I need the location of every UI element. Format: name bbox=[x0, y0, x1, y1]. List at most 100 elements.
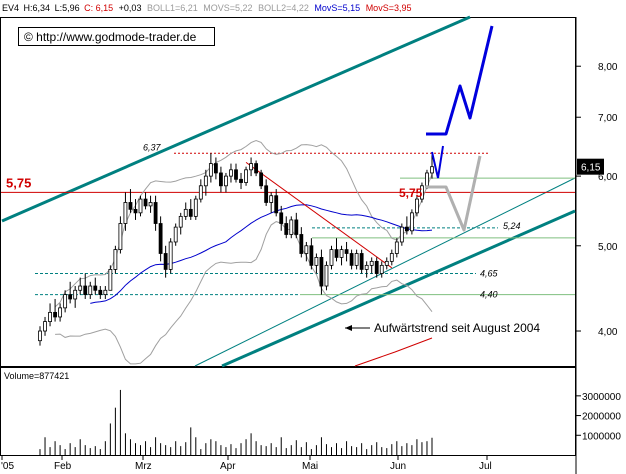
watermark-box bbox=[18, 27, 215, 46]
x-tick-label: Feb bbox=[54, 461, 72, 472]
candle-body bbox=[274, 195, 279, 214]
candle-body bbox=[138, 198, 143, 214]
candle-body bbox=[420, 185, 424, 200]
candle-body bbox=[329, 249, 334, 266]
candle-body bbox=[249, 163, 253, 171]
candle-body bbox=[98, 289, 103, 296]
candle-body bbox=[113, 249, 118, 270]
candle-body bbox=[83, 285, 88, 296]
candle-body bbox=[188, 208, 193, 217]
x-tick-label: '05 bbox=[1, 461, 14, 472]
candle-body bbox=[374, 260, 379, 274]
candle-body bbox=[279, 212, 284, 224]
volume-bars bbox=[39, 389, 433, 455]
candle-body bbox=[304, 245, 309, 254]
candle-body bbox=[369, 260, 374, 266]
candle-body bbox=[334, 249, 339, 258]
candle-body bbox=[128, 202, 133, 210]
x-tick-label: Jul bbox=[479, 461, 492, 472]
candle-body bbox=[354, 253, 359, 266]
candle-body bbox=[394, 241, 399, 254]
annotations: 5,75 6,37 5,24 4,65 4,40 5,75 Aufwärtstrend se… bbox=[6, 142, 540, 335]
inner-trend-line bbox=[194, 177, 576, 367]
trend-channel-lines bbox=[1, 15, 576, 368]
price-y-axis: 4,00 5,00 6,00 7,00 8,00 6,15 bbox=[576, 62, 618, 338]
candle-body bbox=[289, 219, 294, 235]
y-tick-label: 6,00 bbox=[598, 172, 618, 183]
candle-body bbox=[224, 175, 228, 187]
volume-title: Volume=877421 bbox=[4, 371, 69, 381]
candle-body bbox=[73, 289, 78, 300]
upper-channel-line bbox=[1, 15, 471, 223]
candle-body bbox=[148, 202, 153, 207]
candle-body bbox=[178, 215, 183, 228]
peak-label: 6,37 bbox=[143, 142, 162, 152]
candle-body bbox=[299, 234, 304, 254]
candle-body bbox=[309, 245, 314, 266]
candle-body bbox=[68, 294, 73, 300]
moving-average-lines bbox=[90, 161, 433, 367]
candlesticks bbox=[38, 153, 434, 346]
lower-trend-line bbox=[221, 209, 576, 368]
candle-body bbox=[269, 195, 274, 203]
candle-body bbox=[264, 185, 269, 203]
candle-body bbox=[430, 166, 434, 174]
candle-body bbox=[208, 163, 213, 177]
candle-body bbox=[118, 223, 123, 251]
candle-body bbox=[203, 175, 208, 187]
y-tick-label: 7,00 bbox=[598, 113, 618, 124]
resistance-label: 5,75 bbox=[6, 175, 31, 190]
candle-body bbox=[254, 163, 259, 174]
current-price-box bbox=[577, 158, 604, 175]
forecast-alt-path bbox=[425, 155, 482, 232]
candle-body bbox=[239, 178, 243, 183]
level-465-label: 4,65 bbox=[480, 268, 499, 278]
watermark-text: © http://www.godmode-trader.de bbox=[24, 30, 197, 44]
candle-body bbox=[58, 307, 63, 318]
candle-body bbox=[359, 253, 364, 270]
candle-body bbox=[183, 208, 188, 217]
candle-body bbox=[415, 198, 419, 214]
candle-body bbox=[349, 253, 354, 266]
downtrend-line bbox=[245, 161, 393, 269]
volume-tick-label: 3000000 bbox=[582, 392, 621, 403]
x-tick-label: Jun bbox=[390, 461, 406, 472]
pullback-label: 5,75 bbox=[399, 186, 423, 200]
y-tick-label: 5,00 bbox=[598, 242, 618, 253]
candle-body bbox=[244, 169, 248, 183]
candle-body bbox=[425, 172, 429, 187]
candle-body bbox=[53, 311, 57, 318]
y-tick-label: 8,00 bbox=[598, 62, 618, 73]
candle-body bbox=[103, 289, 108, 296]
forecast-short-path bbox=[431, 145, 444, 179]
candle-body bbox=[88, 285, 93, 296]
candle-body bbox=[284, 223, 289, 235]
candle-body bbox=[123, 202, 128, 224]
candle-body bbox=[314, 257, 319, 266]
level-524-label: 5,24 bbox=[503, 221, 521, 231]
candle-body bbox=[193, 198, 198, 217]
chart-header: EV4 H:6,34 L:5,96 C: 6,15 +0,03 BOLL1=6,… bbox=[2, 3, 411, 13]
moving-average-red bbox=[354, 337, 433, 367]
candle-body bbox=[339, 249, 344, 258]
candle-body bbox=[294, 219, 299, 235]
candle-body bbox=[153, 202, 158, 224]
candle-body bbox=[168, 241, 173, 270]
candle-body bbox=[48, 311, 52, 322]
bollinger-bands bbox=[54, 139, 433, 365]
candle-body bbox=[364, 264, 369, 270]
candle-body bbox=[319, 257, 324, 287]
candle-body bbox=[173, 226, 178, 243]
moving-average-blue bbox=[90, 204, 433, 304]
candle-body bbox=[399, 226, 404, 243]
volume-y-axis: 1000000 2000000 3000000 bbox=[576, 392, 621, 442]
candle-body bbox=[163, 253, 168, 270]
forecast-bull-path bbox=[426, 25, 494, 136]
x-tick-label: Mrz bbox=[135, 461, 152, 472]
candle-body bbox=[43, 321, 47, 332]
trend-arrow-head bbox=[345, 325, 352, 331]
candle-body bbox=[384, 260, 389, 266]
